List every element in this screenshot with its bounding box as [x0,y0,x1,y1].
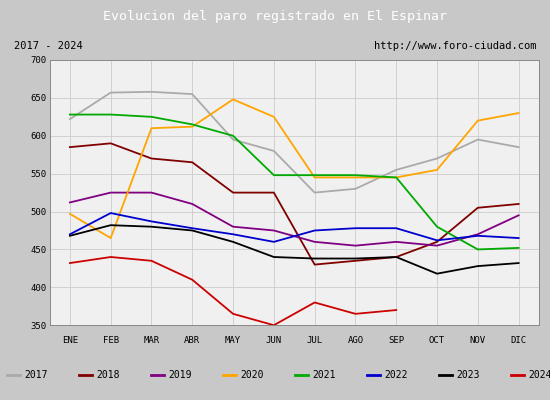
Text: 2018: 2018 [96,370,120,380]
Text: MAY: MAY [225,336,241,344]
Text: 2020: 2020 [240,370,264,380]
Text: http://www.foro-ciudad.com: http://www.foro-ciudad.com [374,41,536,51]
Text: 2017 - 2024: 2017 - 2024 [14,41,82,51]
Text: 2017: 2017 [24,370,48,380]
Text: JUL: JUL [306,336,323,344]
Text: 2024: 2024 [529,370,550,380]
Text: 2021: 2021 [312,370,336,380]
Text: 2023: 2023 [456,370,480,380]
Text: DIC: DIC [510,336,527,344]
Text: ABR: ABR [184,336,200,344]
Text: ENE: ENE [62,336,78,344]
Text: OCT: OCT [429,336,445,344]
Text: JUN: JUN [266,336,282,344]
Text: FEB: FEB [103,336,119,344]
Text: NOV: NOV [470,336,486,344]
Text: 2022: 2022 [384,370,408,380]
Text: Evolucion del paro registrado en El Espinar: Evolucion del paro registrado en El Espi… [103,10,447,23]
Text: MAR: MAR [144,336,160,344]
Text: 2019: 2019 [168,370,192,380]
Text: AGO: AGO [348,336,364,344]
Text: SEP: SEP [388,336,404,344]
